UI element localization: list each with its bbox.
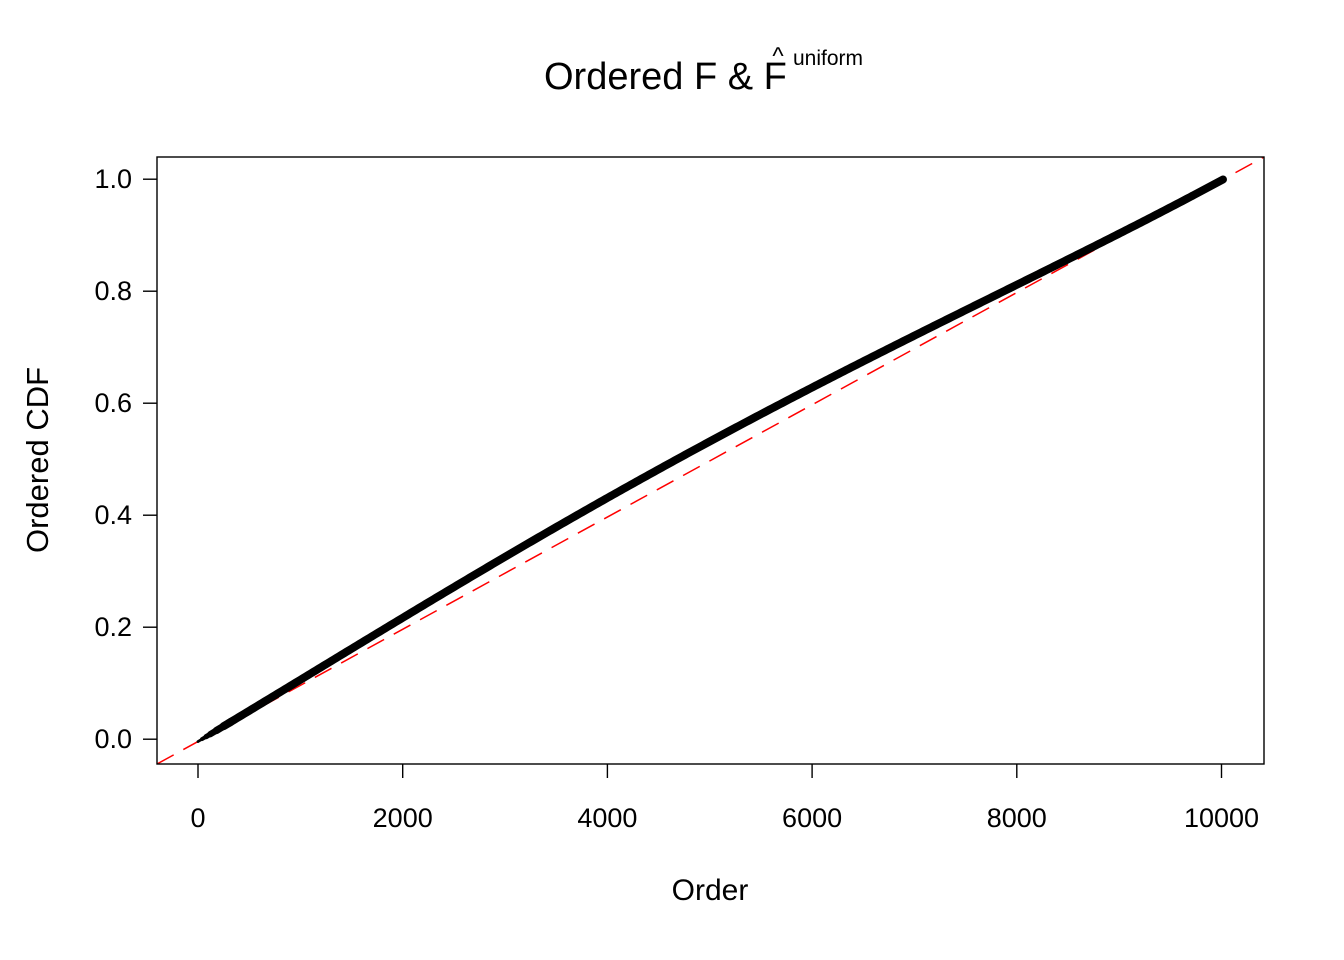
svg-text:6000: 6000 <box>782 803 842 833</box>
svg-text:Order: Order <box>672 874 749 907</box>
svg-text:8000: 8000 <box>987 803 1047 833</box>
svg-text:0.8: 0.8 <box>94 276 132 306</box>
svg-text:0: 0 <box>190 803 205 833</box>
svg-text:0.0: 0.0 <box>94 724 132 754</box>
svg-text:10000: 10000 <box>1184 803 1259 833</box>
svg-text:2000: 2000 <box>373 803 433 833</box>
svg-text:0.4: 0.4 <box>94 500 132 530</box>
svg-text:uniform: uniform <box>793 47 863 70</box>
svg-text:Ordered CDF: Ordered CDF <box>20 367 55 553</box>
svg-text:1.0: 1.0 <box>94 164 132 194</box>
svg-text:^: ^ <box>772 43 784 70</box>
svg-text:0.6: 0.6 <box>94 388 132 418</box>
svg-text:Ordered F & F: Ordered F & F <box>544 56 787 98</box>
svg-text:4000: 4000 <box>577 803 637 833</box>
svg-text:0.2: 0.2 <box>94 612 132 642</box>
